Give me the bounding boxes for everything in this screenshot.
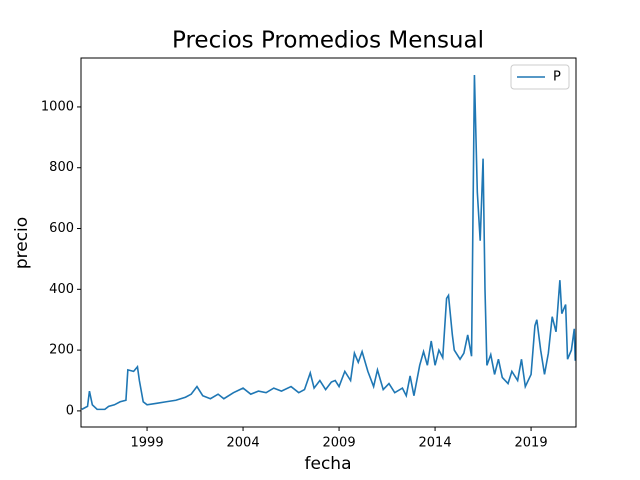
x-tick-label: 1999	[131, 436, 164, 451]
y-tick-label: 600	[49, 221, 74, 236]
y-tick-label: 0	[66, 403, 74, 418]
y-tick-label: 1000	[41, 99, 74, 114]
plot-frame	[80, 57, 577, 428]
chart-title: Precios Promedios Mensual	[172, 28, 484, 54]
y-tick-label: 800	[49, 160, 74, 175]
x-tick-label: 2019	[515, 436, 548, 451]
y-tick-label: 200	[49, 343, 74, 358]
y-axis-label: precio	[12, 217, 32, 269]
x-axis-label: fecha	[305, 454, 352, 474]
x-tick-label: 2004	[227, 436, 260, 451]
y-tick-label: 400	[49, 282, 74, 297]
x-tick-label: 2014	[419, 436, 452, 451]
x-tick-label: 2009	[323, 436, 356, 451]
legend-label: P	[553, 70, 561, 85]
line-series	[81, 75, 577, 411]
